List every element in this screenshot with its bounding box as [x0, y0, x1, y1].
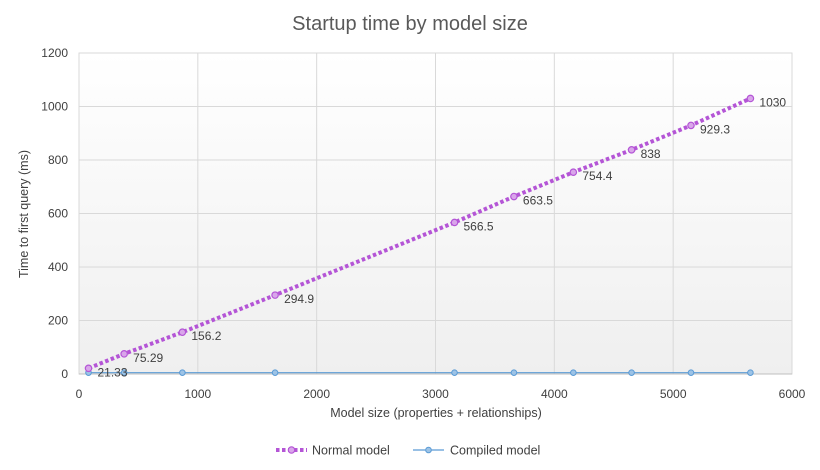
data-label-normal-model: 21.33 — [98, 365, 128, 379]
x-tick-label: 4000 — [541, 387, 568, 401]
x-tick-label: 1000 — [184, 387, 211, 401]
normal-model-point — [746, 94, 755, 103]
y-tick-label: 0 — [61, 367, 68, 381]
data-label-normal-model: 929.3 — [700, 122, 730, 136]
y-axis-label: Time to first query (ms) — [17, 150, 31, 278]
compiled-model-point — [271, 369, 279, 376]
y-tick-label: 1200 — [41, 46, 68, 60]
normal-model-line — [87, 96, 752, 371]
normal-model-point — [627, 146, 636, 154]
y-tick-label: 1000 — [41, 100, 68, 114]
gridlines — [79, 52, 792, 374]
compiled-model-point — [628, 369, 635, 376]
compiled-model-point — [687, 369, 695, 376]
data-label-normal-model: 838 — [641, 147, 661, 161]
data-label-normal-model: 1030 — [759, 95, 786, 109]
compiled-model-point — [451, 369, 458, 376]
normal-model-point — [271, 291, 279, 299]
x-tick-label: 0 — [76, 387, 83, 401]
y-tick-label: 800 — [48, 153, 68, 167]
normal-model-point — [687, 121, 695, 130]
x-axis-label: Model size (properties + relationships) — [330, 406, 542, 420]
series-layer — [84, 94, 755, 376]
compiled-model-point — [179, 369, 186, 376]
y-tick-label: 400 — [48, 260, 68, 274]
legend: Normal model Compiled model — [276, 444, 540, 458]
y-tick-label: 200 — [48, 314, 68, 328]
series-normal-model — [84, 94, 755, 373]
normal-model-point — [120, 350, 128, 358]
x-tick-label: 6000 — [779, 387, 806, 401]
legend-marker-normal-model — [287, 446, 296, 454]
compiled-model-point — [570, 369, 577, 376]
normal-model-point — [510, 192, 518, 201]
chart-title: Startup time by model size — [292, 13, 528, 35]
data-label-normal-model: 663.5 — [523, 194, 553, 208]
data-labels: 21.33 75.29 156.2 294.9 566.5 663.5 754.4 838 92… — [98, 95, 787, 379]
legend-marker-compiled-model — [425, 446, 432, 454]
legend-label-compiled-model: Compiled model — [450, 444, 540, 458]
normal-model-point — [178, 328, 187, 337]
normal-model-point — [450, 218, 459, 227]
data-label-normal-model: 566.5 — [464, 219, 494, 233]
data-label-normal-model: 75.29 — [133, 351, 163, 365]
x-tick-label: 5000 — [660, 387, 687, 401]
data-label-normal-model: 156.2 — [191, 329, 221, 343]
x-tick-label: 3000 — [422, 387, 449, 401]
data-label-normal-model: 754.4 — [582, 169, 612, 183]
axes: 0 200 400 600 800 1000 1200 0 1000 2000 3000 4000 50… — [41, 46, 805, 401]
y-tick-label: 600 — [48, 207, 68, 221]
data-label-normal-model: 294.9 — [284, 292, 314, 306]
x-tick-label: 2000 — [303, 387, 330, 401]
compiled-model-point — [747, 369, 754, 376]
compiled-model-point — [120, 369, 128, 376]
compiled-model-point — [510, 369, 518, 376]
normal-model-point — [569, 168, 578, 176]
normal-model-point — [84, 364, 93, 373]
legend-label-normal-model: Normal model — [312, 444, 390, 458]
